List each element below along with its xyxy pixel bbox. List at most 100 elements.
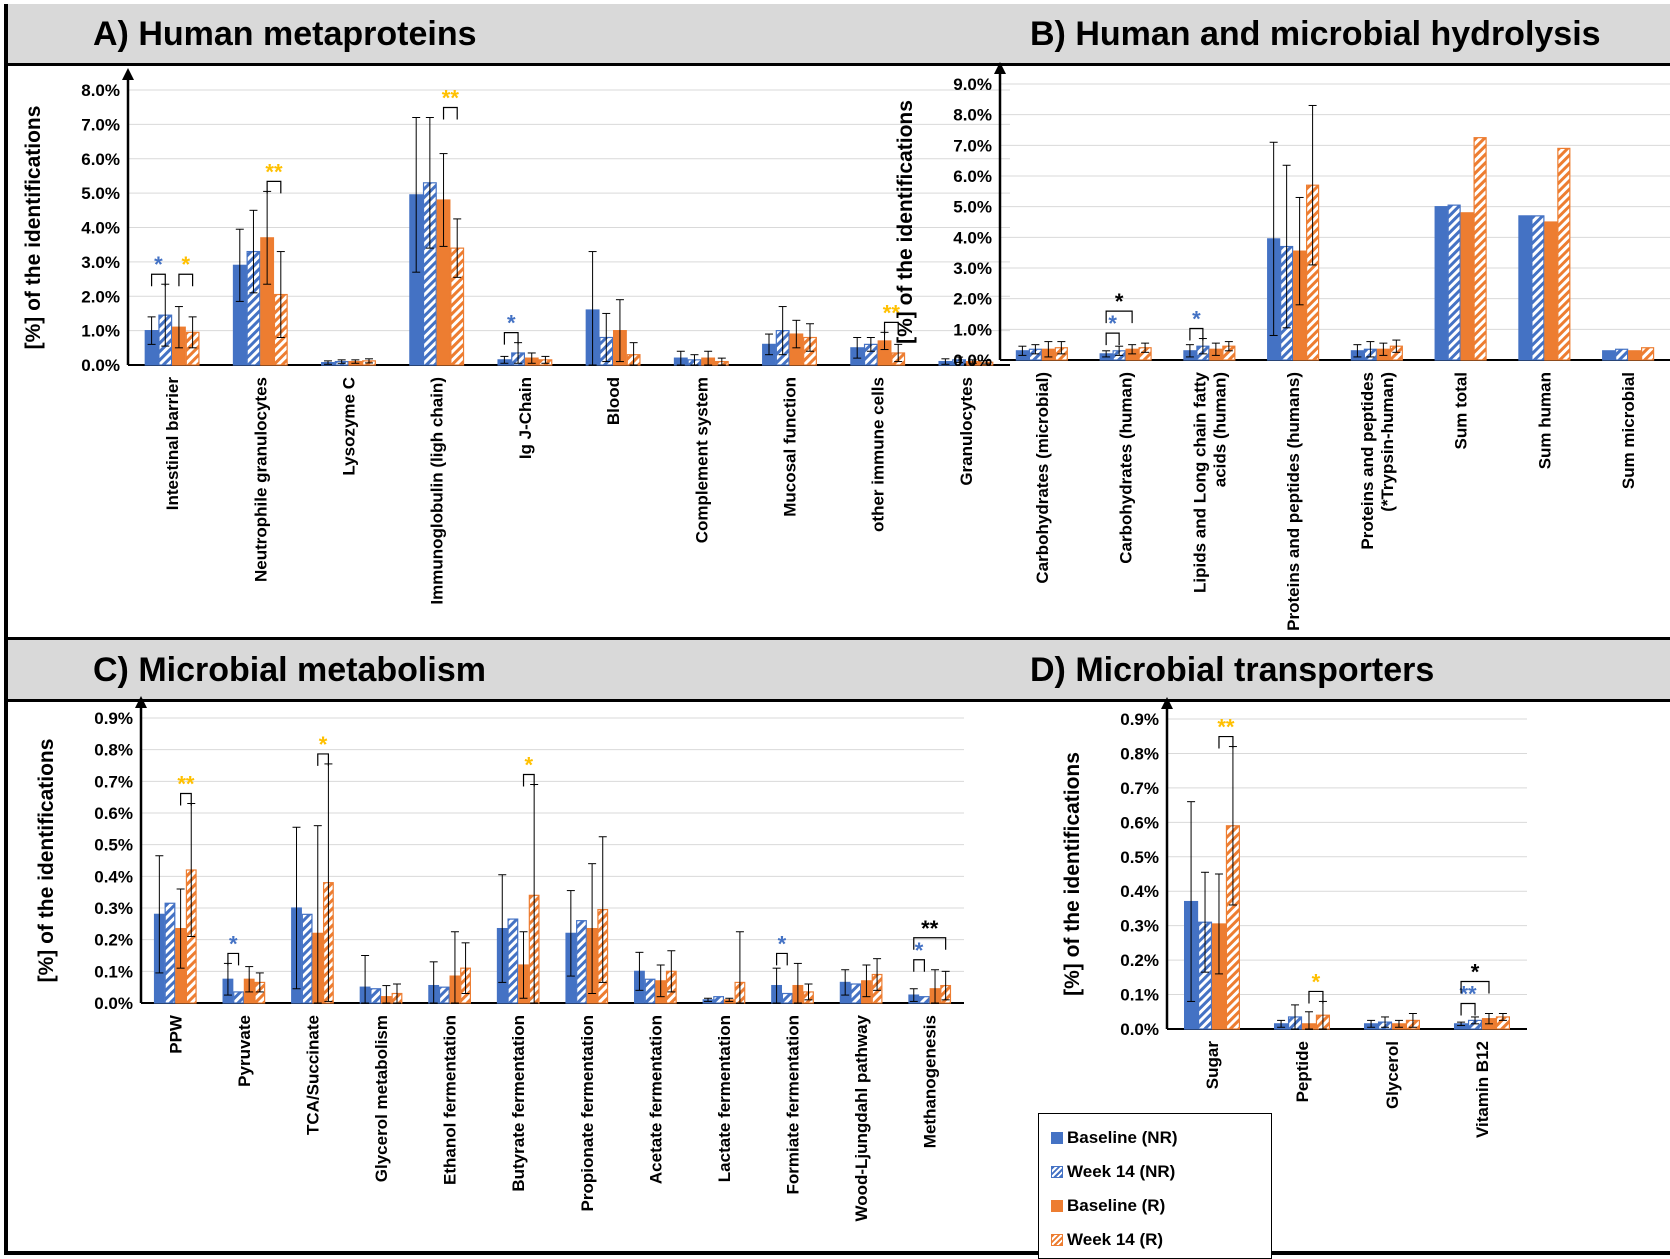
category-label: Proteins and peptides	[1358, 372, 1377, 550]
y-tick-label: 7.0%	[81, 115, 120, 134]
y-tick-label: 0.7%	[94, 772, 133, 791]
significance-bracket	[913, 937, 947, 950]
panel-a-header	[8, 4, 1670, 66]
significance-bracket	[1460, 980, 1490, 994]
significance-bracket	[522, 773, 535, 787]
legend: Baseline (NR) Week 14 (NR) Baseline (R) …	[1038, 1113, 1272, 1259]
y-tick-label: 4.0%	[81, 219, 120, 238]
significance-bracket	[266, 180, 282, 194]
category-label: Lactate fermentation	[715, 1015, 734, 1182]
category-label: Blood	[604, 377, 623, 425]
bar	[576, 920, 587, 1004]
significance-label: *	[154, 252, 163, 277]
y-tick-label: 0.4%	[94, 867, 133, 886]
category-label: Complement system	[692, 377, 711, 543]
bar	[1460, 212, 1474, 361]
significance-label: *	[1192, 307, 1201, 332]
bar	[1628, 350, 1642, 361]
category-label: Sum total	[1452, 372, 1471, 449]
bar	[1447, 204, 1461, 361]
significance-label: *	[1312, 969, 1321, 994]
significance-bracket	[178, 273, 194, 287]
category-label: Lysozyme C	[340, 377, 359, 476]
bar	[1557, 147, 1571, 361]
y-tick-label: 0.5%	[94, 836, 133, 855]
y-axis-label: [%] of the identifications	[22, 106, 45, 350]
chart-panel-d: 0.0% 0.1% 0.2% 0.3% 0.4% 0.5% 0.6% 0.7% 0.8% 0.9%…	[1061, 697, 1527, 1138]
category-label: Methanogenesis	[921, 1015, 940, 1148]
category-label: Intestinal barrier	[163, 377, 182, 511]
chart-panel-a: 0.0% 1.0% 2.0% 3.0% 4.0% 5.0% 6.0% 7.0% 8.0% [%] …	[22, 68, 1010, 605]
significance-bracket	[775, 952, 788, 966]
significance-label: **	[177, 772, 195, 797]
category-label: Butyrate fermentation	[509, 1015, 528, 1192]
category-label: Sum microbial	[1619, 372, 1638, 489]
y-tick-label: 0.6%	[1120, 813, 1159, 832]
significance-bracket	[317, 753, 330, 766]
bar	[644, 978, 656, 1004]
y-tick-label: 3.0%	[953, 259, 992, 278]
y-tick-label: 0.2%	[94, 931, 133, 950]
category-label: Carbohydrates (human)	[1117, 372, 1136, 564]
y-tick-label: 0.1%	[94, 962, 133, 981]
legend-swatch	[1051, 1234, 1063, 1246]
legend-swatch	[1051, 1132, 1063, 1144]
category-label: (*Trypsin-human)	[1378, 372, 1397, 512]
significance-bracket	[1308, 990, 1324, 1004]
bar	[1615, 348, 1629, 361]
category-label: Formiate fermentation	[784, 1015, 803, 1194]
significance-bracket	[1105, 332, 1120, 346]
bar	[1434, 206, 1448, 361]
y-tick-label: 0.9%	[94, 709, 133, 728]
category-label: Wood-Ljungdahl pathway	[852, 1014, 871, 1221]
y-tick-label: 0.3%	[94, 899, 133, 918]
y-tick-label: 5.0%	[953, 198, 992, 217]
significance-label: **	[883, 300, 901, 325]
significance-bracket	[1189, 327, 1204, 341]
category-label: Proteins and peptides (humans)	[1284, 372, 1303, 631]
significance-bracket	[913, 959, 925, 972]
bar	[1641, 347, 1655, 361]
panel-c-header	[8, 640, 1670, 702]
y-tick-label: 7.0%	[953, 136, 992, 155]
category-label: Glycerol metabolism	[372, 1015, 391, 1182]
category-label: TCA/Succinate	[303, 1015, 322, 1135]
y-tick-label: 0.2%	[1120, 951, 1159, 970]
significance-label: *	[778, 931, 787, 956]
category-label: other immune cells	[869, 377, 888, 532]
significance-bracket	[1105, 310, 1133, 324]
panel-c-title: C) Microbial metabolism	[93, 651, 486, 689]
category-label: Acetate fermentation	[646, 1015, 665, 1184]
significance-bracket	[180, 792, 192, 806]
significance-label: **	[1459, 982, 1477, 1007]
bar	[1602, 350, 1616, 361]
y-tick-label: 0.4%	[1120, 882, 1159, 901]
y-axis-arrow	[1161, 697, 1173, 709]
significance-label: **	[265, 159, 283, 184]
bar	[781, 992, 793, 1004]
category-label: Mucosal function	[781, 377, 800, 517]
bar	[1531, 215, 1545, 361]
significance-bracket	[150, 273, 166, 287]
legend-item-week14-r: Week 14 (R)	[1051, 1229, 1163, 1251]
bar	[438, 986, 450, 1004]
y-axis-label: [%] of the identifications	[1061, 752, 1084, 996]
y-tick-label: 0.1%	[1120, 986, 1159, 1005]
y-tick-label: 8.0%	[81, 81, 120, 100]
y-axis-arrow	[135, 696, 147, 708]
category-label: Peptide	[1293, 1041, 1312, 1102]
y-tick-label: 6.0%	[953, 167, 992, 186]
category-label: PPW	[166, 1014, 185, 1054]
y-axis-arrow	[122, 68, 134, 80]
category-label: Propionate fermentation	[578, 1015, 597, 1211]
significance-label: *	[229, 931, 238, 956]
category-label: Lipids and Long chain fatty	[1190, 371, 1209, 593]
y-axis-arrow	[994, 62, 1006, 74]
significance-label: **	[442, 86, 460, 111]
bar	[233, 991, 244, 1004]
significance-label: *	[181, 252, 190, 277]
y-tick-label: 3.0%	[81, 253, 120, 272]
legend-swatch	[1051, 1166, 1063, 1178]
bar	[164, 902, 176, 1004]
